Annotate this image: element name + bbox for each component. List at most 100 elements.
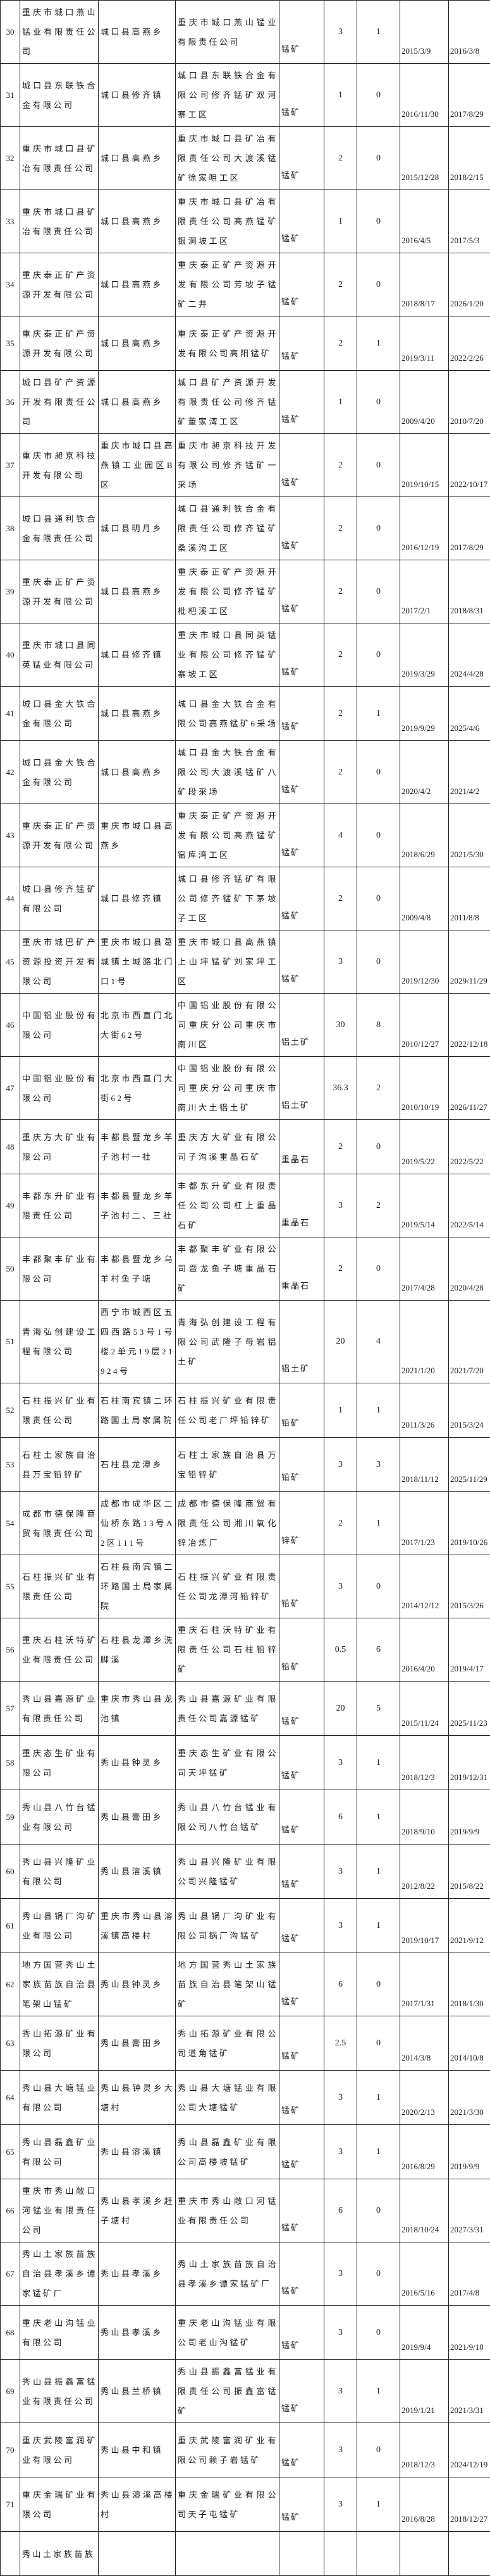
cell-address: 成都市成华区二仙桥东路13号A2区111号 xyxy=(99,1492,176,1555)
cell-number-1: 3 xyxy=(324,1555,357,1618)
cell-mineral-type: 锰矿 xyxy=(279,2016,324,2071)
cell-date-start: 2016/4/20 xyxy=(400,1618,449,1682)
cell-company-name: 重庆市城口县同英锰业有限公司 xyxy=(20,623,99,687)
cell-date-end: 2019/10/26 xyxy=(449,1492,490,1555)
cell-company-name: 重庆泰正矿产资源开发有限公司 xyxy=(20,804,99,867)
cell-mineral-type: 锰矿 xyxy=(279,497,324,560)
cell-mineral-type: 锰矿 xyxy=(279,434,324,497)
cell-date-end: 2014/10/8 xyxy=(449,2016,490,2071)
cell-date-start xyxy=(400,2532,449,2576)
cell-date-start: 2014/12/12 xyxy=(400,1555,449,1618)
cell-date-end: 2022/5/22 xyxy=(449,1120,490,1174)
cell-address: 丰都县暨龙乡羊子池村一社 xyxy=(99,1120,176,1174)
cell-number-2: 1 xyxy=(357,1736,400,1790)
cell-number-2: 8 xyxy=(357,994,400,1057)
table-row: 70 重庆武陵富润矿业有限公司 秀山县中和镇 重庆武陵富润矿业有限公司赖子岩锰矿… xyxy=(1,2423,490,2477)
cell-mine-name: 重庆市城口燕山锰业有限责任公司 xyxy=(176,1,279,64)
cell-number-2: 1 xyxy=(357,687,400,741)
cell-company-name: 秀山县嘉源矿业有限责任公司 xyxy=(20,1682,99,1736)
table-row: 56 重庆石柱沃特矿业有限责任公司 石柱县龙潭乡洗脚溪 重庆石柱沃特矿业有限责任… xyxy=(1,1618,490,1682)
cell-number-1: 2 xyxy=(324,867,357,930)
cell-date-end: 2016/3/8 xyxy=(449,1,490,64)
cell-date-start: 2018/12/3 xyxy=(400,2423,449,2477)
cell-address: 西宁市城西区五四西路53号1号楼2单元19层21924号 xyxy=(99,1301,176,1383)
cell-serial-number: 62 xyxy=(1,1953,20,2016)
cell-mine-name: 重庆市秀山敞口河锰业有限责任公司 xyxy=(176,2179,279,2242)
cell-mine-name: 重庆武陵富润矿业有限公司赖子岩锰矿 xyxy=(176,2423,279,2477)
cell-serial-number: 51 xyxy=(1,1301,20,1383)
cell-serial-number: 58 xyxy=(1,1736,20,1790)
cell-serial-number: 57 xyxy=(1,1682,20,1736)
cell-number-2: 1 xyxy=(357,1790,400,1845)
table-row: 48 重庆方大矿业有限公司 丰都县暨龙乡羊子池村一社 重庆方大矿业有限公司子沟溪… xyxy=(1,1120,490,1174)
cell-mineral-type: 铅矿 xyxy=(279,1555,324,1618)
cell-date-start: 2019/3/11 xyxy=(400,316,449,371)
cell-date-end: 2021/9/18 xyxy=(449,2306,490,2360)
cell-mineral-type: 锰矿 xyxy=(279,2477,324,2532)
cell-number-2: 1 xyxy=(357,1383,400,1438)
cell-address: 城口县修齐镇 xyxy=(99,64,176,127)
cell-number-2: 1 xyxy=(357,1492,400,1555)
cell-company-name: 秀山县大塘锰业有限公司 xyxy=(20,2071,99,2125)
cell-serial-number: 36 xyxy=(1,371,20,434)
cell-address: 秀山县膏田乡 xyxy=(99,1790,176,1845)
table-row: 64 秀山县大塘锰业有限公司 秀山县钟灵乡大塘村 秀山县大塘锰业有限公司大塘锰矿… xyxy=(1,2071,490,2125)
cell-company-name: 重庆市城口燕山锰业有限责任公司 xyxy=(20,1,99,64)
table-row: 39 重庆泰正矿产资源开发有限公司 城口县高燕乡 重庆泰正矿产资源开发有限公司修… xyxy=(1,560,490,623)
cell-number-2: 3 xyxy=(357,1438,400,1492)
cell-address: 秀山县溶溪高楼村 xyxy=(99,2477,176,2532)
cell-serial-number: 68 xyxy=(1,2306,20,2360)
cell-date-start: 2020/2/13 xyxy=(400,2071,449,2125)
cell-number-2: 2 xyxy=(357,1057,400,1120)
cell-number-2: 0 xyxy=(357,867,400,930)
cell-address: 北京市西直门北大街62号 xyxy=(99,994,176,1057)
cell-address: 秀山县孝溪乡赶子塘村 xyxy=(99,2179,176,2242)
table-row: 47 中国铝业股份有限公司 北京市西直门大街62号 中国铝业股份有限公司重庆分公… xyxy=(1,1057,490,1120)
cell-serial-number: 45 xyxy=(1,930,20,994)
cell-company-name: 地方国营秀山土家族苗族自治县笔架山锰矿 xyxy=(20,1953,99,2016)
cell-serial-number: 66 xyxy=(1,2179,20,2242)
table-row: 60 秀山县兴隆矿业有限公司 秀山县溶溪镇 秀山县兴隆矿业有限公司兴隆锰矿 锰矿… xyxy=(1,1845,490,1899)
table-row: 66 重庆市秀山敞口河锰业有限责任公司 秀山县孝溪乡赶子塘村 重庆市秀山敞口河锰… xyxy=(1,2179,490,2242)
cell-address: 城口县高燕乡 xyxy=(99,316,176,371)
cell-serial-number: 53 xyxy=(1,1438,20,1492)
cell-mineral-type: 重晶石 xyxy=(279,1120,324,1174)
cell-address: 石柱南宾镇二环路国土局家属院 xyxy=(99,1383,176,1438)
cell-number-1: 2 xyxy=(324,127,357,190)
cell-number-1 xyxy=(324,2532,357,2576)
cell-date-end xyxy=(449,2532,490,2576)
cell-address: 秀山县膏田乡 xyxy=(99,2016,176,2071)
cell-number-1: 20 xyxy=(324,1682,357,1736)
cell-number-1: 3 xyxy=(324,1845,357,1899)
cell-mine-name: 成都市德保隆商贸有限责任公司湘川氧化锌冶炼厂 xyxy=(176,1492,279,1555)
cell-serial-number: 52 xyxy=(1,1383,20,1438)
cell-date-end: 2021/5/30 xyxy=(449,804,490,867)
cell-number-2: 0 xyxy=(357,1237,400,1301)
cell-date-end: 2015/3/24 xyxy=(449,1383,490,1438)
cell-serial-number: 59 xyxy=(1,1790,20,1845)
cell-date-end: 2022/10/17 xyxy=(449,434,490,497)
cell-number-1: 3 xyxy=(324,1438,357,1492)
cell-number-2: 1 xyxy=(357,2360,400,2423)
cell-company-name: 重庆泰正矿产资源开发有限公司 xyxy=(20,560,99,623)
cell-number-1: 2 xyxy=(324,1492,357,1555)
cell-company-name: 重庆市秀山敞口河锰业有限责任公司 xyxy=(20,2179,99,2242)
table-row: 30 重庆市城口燕山锰业有限责任公司 城口县高燕乡 重庆市城口燕山锰业有限责任公… xyxy=(1,1,490,64)
cell-number-2: 1 xyxy=(357,2477,400,2532)
cell-address: 重庆市秀山县溶溪镇高楼村 xyxy=(99,1899,176,1953)
cell-serial-number: 43 xyxy=(1,804,20,867)
cell-serial-number: 54 xyxy=(1,1492,20,1555)
cell-mineral-type: 重晶石 xyxy=(279,1237,324,1301)
cell-number-2: 0 xyxy=(357,64,400,127)
cell-mineral-type: 锰矿 xyxy=(279,2423,324,2477)
cell-mineral-type: 锰矿 xyxy=(279,1953,324,2016)
cell-company-name: 城口县通利铁合金有限责任公司 xyxy=(20,497,99,560)
cell-mineral-type: 锰矿 xyxy=(279,2179,324,2242)
cell-date-start: 2015/11/24 xyxy=(400,1682,449,1736)
cell-number-1: 3 xyxy=(324,2125,357,2179)
cell-company-name: 秀山县振鑫富锰业有限责任公司 xyxy=(20,2360,99,2423)
cell-mine-name: 重庆老山沟锰业有限公司老山沟锰矿 xyxy=(176,2306,279,2360)
cell-mineral-type: 重晶石 xyxy=(279,1174,324,1237)
table-row: 34 重庆泰正矿产资源开发有限公司 城口县高燕乡 重庆泰正矿产资源开发有限公司芳… xyxy=(1,253,490,316)
cell-date-start: 2018/10/24 xyxy=(400,2179,449,2242)
